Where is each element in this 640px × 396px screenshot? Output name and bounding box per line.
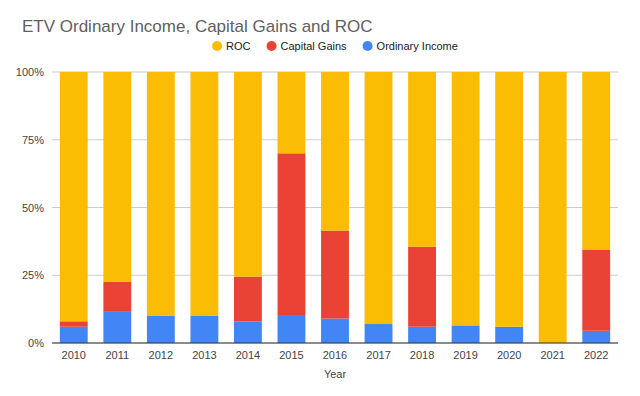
- bar: [234, 321, 262, 343]
- bar: [278, 153, 306, 316]
- x-tick-label: 2014: [236, 349, 260, 361]
- bar: [103, 282, 131, 312]
- bar: [190, 316, 218, 343]
- bar: [582, 250, 610, 331]
- x-tick-label: 2013: [192, 349, 216, 361]
- title: ETV Ordinary Income, Capital Gains and R…: [22, 17, 373, 36]
- bar: [60, 327, 88, 343]
- bar: [147, 72, 175, 316]
- legend-item: ROC: [212, 40, 251, 52]
- bar: [495, 327, 523, 343]
- bar: [147, 316, 175, 343]
- x-tick-label: 2010: [62, 349, 86, 361]
- x-tick-label: 2022: [584, 349, 608, 361]
- legend-item: Ordinary Income: [363, 40, 458, 52]
- x-tick-label: 2018: [410, 349, 434, 361]
- bar: [234, 72, 262, 277]
- x-axis-line: [52, 343, 618, 344]
- legend-item: Capital Gains: [267, 40, 348, 52]
- bar: [60, 321, 88, 326]
- legend-swatch: [212, 41, 222, 51]
- bar: [60, 72, 88, 321]
- x-tick-label: 2020: [497, 349, 521, 361]
- x-tick-label: 2015: [279, 349, 303, 361]
- x-tick-label: 2017: [366, 349, 390, 361]
- bar: [452, 325, 480, 343]
- bar: [582, 72, 610, 250]
- bar: [103, 312, 131, 343]
- background: [0, 0, 640, 396]
- legend-swatch: [267, 41, 277, 51]
- grid-line: [52, 343, 618, 344]
- bar: [582, 331, 610, 343]
- legend-label: Ordinary Income: [377, 40, 458, 52]
- legend-label: Capital Gains: [281, 40, 348, 52]
- bar: [321, 72, 349, 231]
- bar: [408, 72, 436, 247]
- bar: [278, 72, 306, 153]
- grid: [52, 72, 618, 343]
- y-tick-label: 0%: [28, 337, 44, 349]
- y-tick-label: 75%: [22, 134, 44, 146]
- bars: [60, 72, 610, 343]
- y-tick-label: 100%: [16, 66, 44, 78]
- bar: [408, 247, 436, 327]
- bar: [321, 231, 349, 319]
- bar: [408, 327, 436, 343]
- bar: [321, 319, 349, 343]
- bar: [190, 72, 218, 316]
- y-tick-label: 50%: [22, 202, 44, 214]
- x-tick-label: 2016: [323, 349, 347, 361]
- legend: ROC Capital Gains Ordinary Income: [212, 40, 458, 52]
- chart: ETV Ordinary Income, Capital Gains and R…: [0, 0, 640, 396]
- x-tick-label: 2011: [105, 349, 129, 361]
- bar: [539, 72, 567, 343]
- bar: [103, 72, 131, 282]
- x-tick-label: 2021: [540, 349, 564, 361]
- x-tick-label: 2012: [149, 349, 173, 361]
- x-tick-label: 2019: [453, 349, 477, 361]
- legend-swatch: [363, 41, 373, 51]
- x-axis-label: Year: [324, 368, 347, 380]
- y-tick-label: 25%: [22, 269, 44, 281]
- bar: [234, 277, 262, 322]
- bar: [365, 324, 393, 343]
- bar: [495, 72, 523, 327]
- bar: [365, 72, 393, 324]
- bar: [452, 72, 480, 325]
- legend-label: ROC: [226, 40, 251, 52]
- bar: [278, 316, 306, 343]
